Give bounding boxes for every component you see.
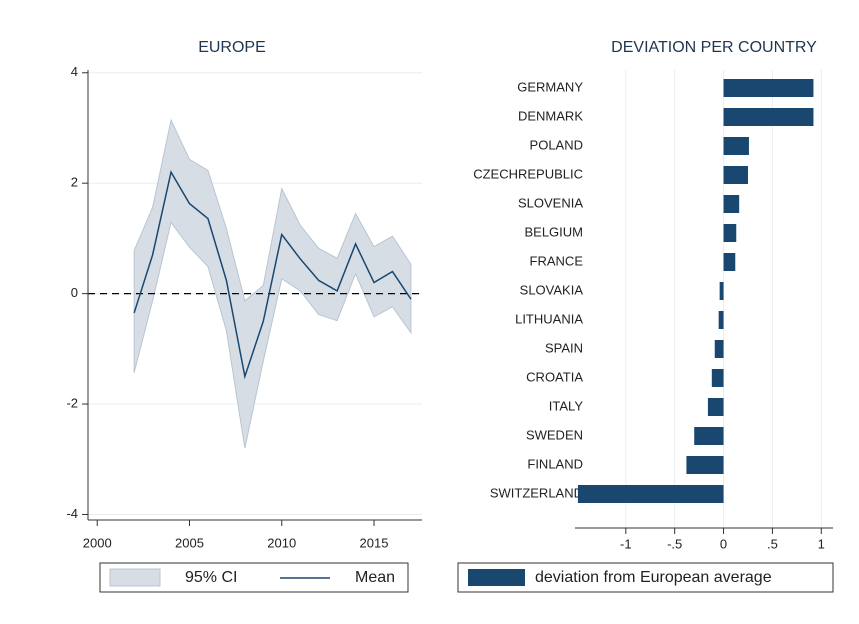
bar: [723, 195, 740, 213]
y-tick-label: SPAIN: [545, 340, 583, 355]
y-tick-label: 2: [71, 175, 78, 190]
ci-band: [133, 118, 412, 449]
y-tick-label: SWITZERLAND: [490, 485, 583, 500]
bar: [577, 485, 724, 503]
x-tick-label: 1: [818, 536, 825, 551]
bar: [718, 311, 724, 329]
x-tick-label: 2010: [267, 535, 296, 550]
y-tick-label: SLOVAKIA: [520, 282, 584, 297]
chart-title: DEVIATION PER COUNTRY: [611, 39, 817, 56]
legend-swatch: [468, 569, 525, 586]
bar: [714, 340, 724, 358]
y-tick-label: POLAND: [530, 137, 583, 152]
legend-label: Mean: [355, 569, 395, 586]
bar: [694, 427, 724, 445]
y-tick-label: DENMARK: [518, 108, 583, 123]
y-tick-label: SLOVENIA: [518, 195, 583, 210]
bar: [707, 398, 724, 416]
legend-swatch: [109, 568, 161, 587]
y-tick-label: 4: [71, 64, 78, 79]
y-tick-label: FINLAND: [527, 456, 583, 471]
bar: [711, 369, 724, 387]
x-tick-label: 2015: [360, 535, 389, 550]
bar: [723, 137, 749, 155]
x-tick-label: -1: [620, 536, 632, 551]
y-tick-label: CROATIA: [526, 369, 583, 384]
y-tick-label: 0: [71, 285, 78, 300]
x-tick-label: -.5: [667, 536, 682, 551]
chart-title: EUROPE: [198, 39, 266, 56]
bar: [723, 224, 737, 242]
bar: [723, 79, 814, 97]
x-tick-label: 2000: [83, 535, 112, 550]
y-tick-label: -2: [66, 395, 78, 410]
bar: [723, 253, 736, 271]
y-tick-label: BELGIUM: [524, 224, 583, 239]
legend-label: deviation from European average: [535, 569, 772, 586]
x-tick-label: .5: [767, 536, 778, 551]
bar: [719, 282, 724, 300]
bar: [723, 108, 814, 126]
bar: [686, 456, 724, 474]
x-tick-label: 2005: [175, 535, 204, 550]
bar: [723, 166, 748, 184]
y-tick-label: SWEDEN: [526, 427, 583, 442]
mean-line: [133, 170, 412, 380]
y-tick-label: CZECHREPUBLIC: [473, 166, 583, 181]
x-tick-label: 0: [720, 536, 727, 551]
y-tick-label: ITALY: [549, 398, 584, 413]
legend-label: 95% CI: [185, 569, 237, 586]
y-tick-label: FRANCE: [530, 253, 584, 268]
y-tick-label: -4: [66, 506, 78, 521]
y-tick-label: LITHUANIA: [515, 311, 583, 326]
y-tick-label: GERMANY: [517, 79, 583, 94]
